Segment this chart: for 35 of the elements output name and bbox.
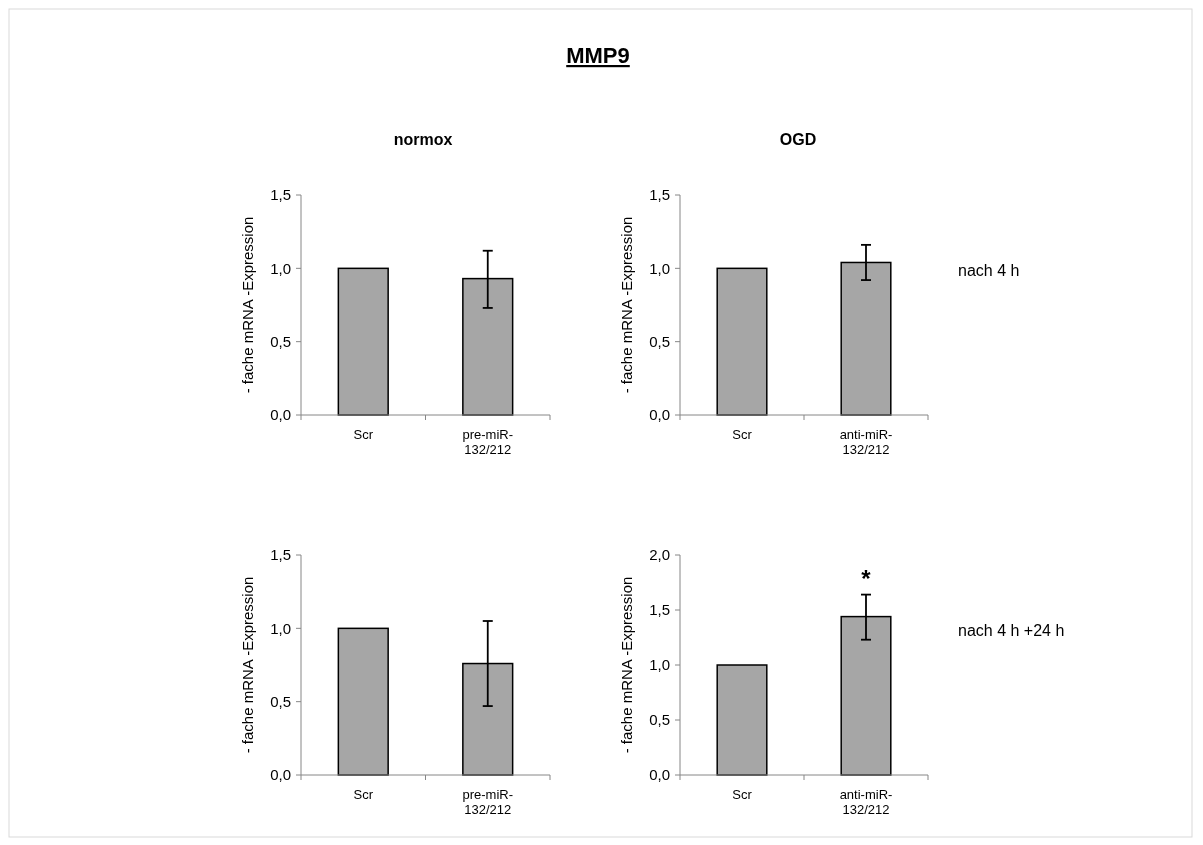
y-tick-label: 1,5 xyxy=(649,601,670,619)
y-tick-label: 0,5 xyxy=(270,692,291,710)
y-tick-label: 0,0 xyxy=(649,766,670,784)
x-tick-label: Scr xyxy=(732,427,753,442)
y-tick-label: 1,5 xyxy=(270,546,291,564)
y-axis-title: - fache mRNA -Expression xyxy=(618,576,635,754)
x-tick-label: anti-miR-132/212 xyxy=(839,787,893,817)
x-tick-label: anti-miR-132/212 xyxy=(839,427,893,457)
text: nach 4 h +24 h xyxy=(958,622,1065,639)
y-tick-label: 1,0 xyxy=(649,656,670,674)
y-tick-label: 0,5 xyxy=(649,711,670,729)
x-tick-label: Scr xyxy=(353,787,374,802)
annotation: * xyxy=(861,564,872,592)
y-axis-title: - fache mRNA -Expression xyxy=(618,216,635,394)
x-tick-label: pre-miR-132/212 xyxy=(462,427,514,457)
chart-title: normox xyxy=(393,131,453,148)
y-tick-label: 1,0 xyxy=(270,259,291,277)
y-tick-label: 1,0 xyxy=(270,619,291,637)
y-tick-label: 0,0 xyxy=(270,406,291,424)
x-tick-label: Scr xyxy=(732,787,753,802)
y-tick-label: 1,5 xyxy=(649,186,670,204)
y-axis-title: - fache mRNA -Expression xyxy=(239,216,256,394)
y-tick-label: 0,0 xyxy=(649,406,670,424)
y-tick-label: 1,0 xyxy=(649,259,670,277)
y-tick-label: 2,0 xyxy=(649,546,670,564)
y-tick-label: 1,5 xyxy=(270,186,291,204)
text: nach 4 h xyxy=(958,262,1020,279)
x-tick-label: pre-miR-132/212 xyxy=(462,787,514,817)
y-tick-label: 0,0 xyxy=(270,766,291,784)
x-tick-label: Scr xyxy=(353,427,374,442)
y-tick-label: 0,5 xyxy=(649,332,670,350)
text: MMP9 xyxy=(566,43,630,68)
y-tick-label: 0,5 xyxy=(270,332,291,350)
y-axis-title: - fache mRNA -Expression xyxy=(239,576,256,754)
chart-title: OGD xyxy=(779,131,817,148)
